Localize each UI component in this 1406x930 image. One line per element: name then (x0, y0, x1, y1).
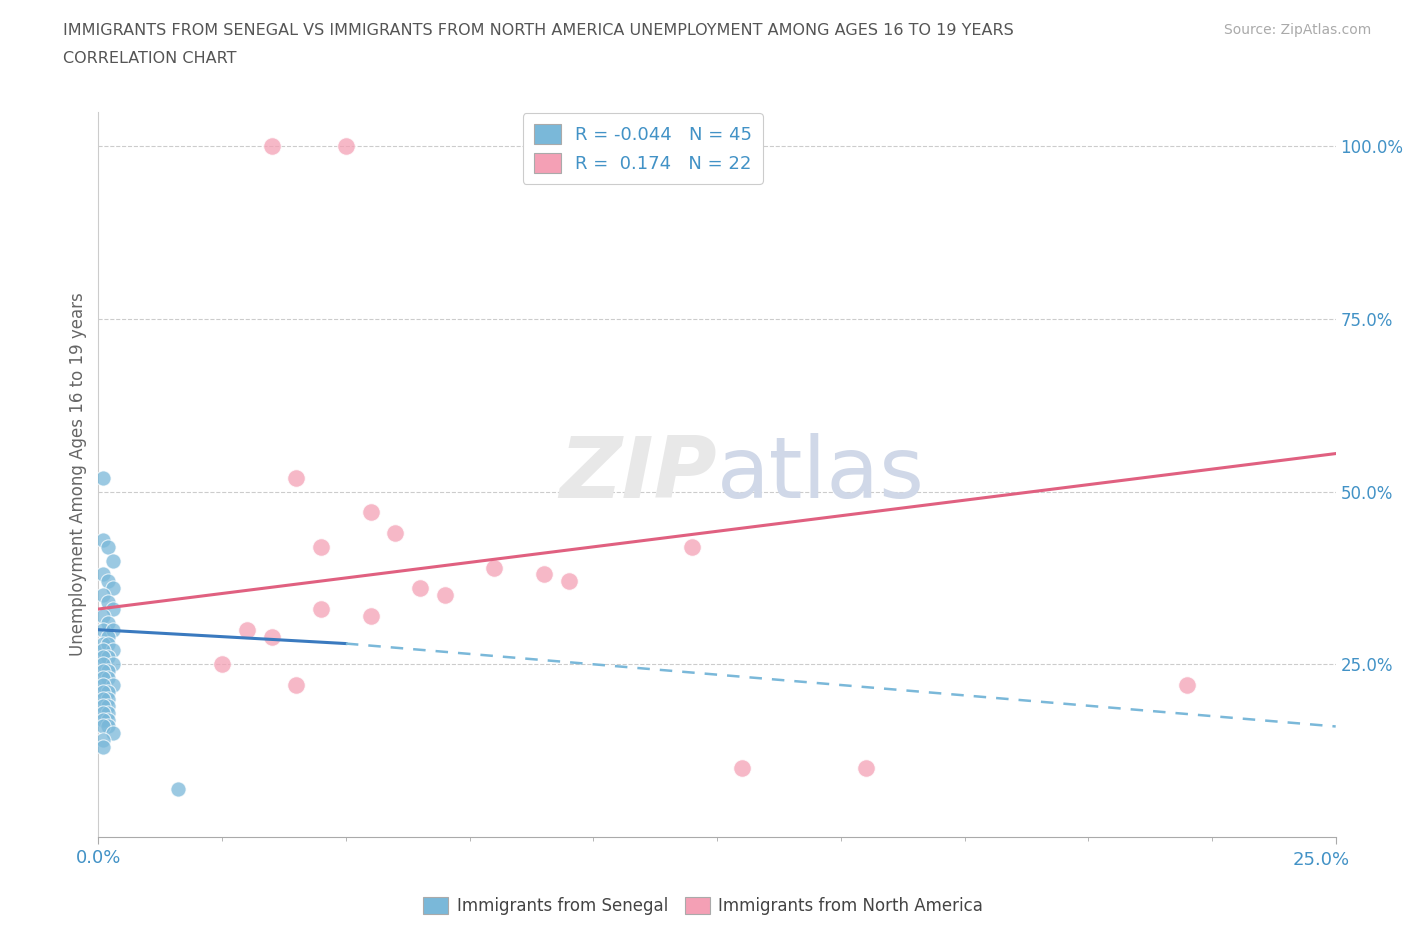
Text: atlas: atlas (717, 432, 925, 516)
Point (103, 678, 125, 693)
Point (285, 471, 308, 485)
Point (484, 560, 506, 575)
Point (93, 705, 115, 720)
Legend: Immigrants from Senegal, Immigrants from North America: Immigrants from Senegal, Immigrants from… (416, 890, 990, 922)
Point (97, 636, 120, 651)
Point (93, 471, 115, 485)
Point (309, 539, 332, 554)
Point (166, 781, 188, 796)
Point (97, 719, 120, 734)
Point (93, 664, 115, 679)
Point (1175, 678, 1198, 693)
Point (103, 643, 125, 658)
Point (103, 657, 125, 671)
Point (103, 602, 125, 617)
Point (103, 622, 125, 637)
Point (97, 671, 120, 685)
Point (433, 588, 456, 603)
Point (211, 657, 233, 671)
Point (93, 650, 115, 665)
Text: IMMIGRANTS FROM SENEGAL VS IMMIGRANTS FROM NORTH AMERICA UNEMPLOYMENT AMONG AGES: IMMIGRANTS FROM SENEGAL VS IMMIGRANTS FR… (63, 23, 1014, 38)
Point (93, 643, 115, 658)
Point (97, 712, 120, 727)
Point (93, 567, 115, 582)
Point (236, 622, 259, 637)
Point (93, 733, 115, 748)
Point (93, 739, 115, 754)
Point (260, 139, 283, 153)
Point (93, 657, 115, 671)
Text: 25.0%: 25.0% (1292, 851, 1350, 870)
Point (97, 574, 120, 589)
Point (97, 594, 120, 609)
Point (103, 581, 125, 596)
Legend: R = -0.044   N = 45, R =  0.174   N = 22: R = -0.044 N = 45, R = 0.174 N = 22 (523, 113, 763, 184)
Point (93, 691, 115, 706)
Point (93, 719, 115, 734)
Point (93, 622, 115, 637)
Point (97, 698, 120, 713)
Point (93, 533, 115, 548)
Point (93, 712, 115, 727)
Text: CORRELATION CHART: CORRELATION CHART (63, 51, 236, 66)
Point (93, 636, 115, 651)
Point (97, 650, 120, 665)
Point (93, 684, 115, 699)
Point (97, 664, 120, 679)
Point (93, 698, 115, 713)
Point (260, 630, 283, 644)
Y-axis label: Unemployment Among Ages 16 to 19 years: Unemployment Among Ages 16 to 19 years (69, 292, 87, 657)
Point (309, 602, 332, 617)
Point (97, 630, 120, 644)
Point (97, 691, 120, 706)
Point (409, 581, 432, 596)
Point (103, 726, 125, 741)
Point (285, 678, 308, 693)
Point (384, 525, 406, 540)
Point (93, 608, 115, 623)
Point (533, 567, 555, 582)
Point (731, 761, 754, 776)
Point (93, 678, 115, 693)
Point (360, 505, 382, 520)
Point (97, 684, 120, 699)
Text: Source: ZipAtlas.com: Source: ZipAtlas.com (1223, 23, 1371, 37)
Point (97, 705, 120, 720)
Point (360, 608, 382, 623)
Point (97, 616, 120, 631)
Point (97, 539, 120, 554)
Point (103, 553, 125, 568)
Point (93, 671, 115, 685)
Point (855, 761, 877, 776)
Point (557, 574, 579, 589)
Point (93, 588, 115, 603)
Point (335, 139, 357, 153)
Point (681, 539, 703, 554)
Text: ZIP: ZIP (560, 432, 717, 516)
